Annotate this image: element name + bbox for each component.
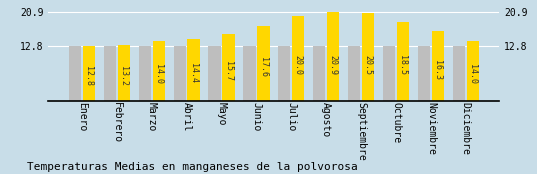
- Text: 20.0: 20.0: [294, 55, 303, 75]
- Text: 18.5: 18.5: [398, 55, 408, 75]
- Bar: [118, 45, 130, 101]
- Text: 17.6: 17.6: [259, 57, 268, 77]
- Bar: [313, 46, 325, 101]
- Bar: [139, 46, 151, 101]
- Bar: [104, 46, 116, 101]
- Bar: [467, 41, 479, 101]
- Bar: [153, 41, 165, 101]
- Text: 14.0: 14.0: [468, 64, 477, 84]
- Bar: [383, 46, 395, 101]
- Text: 14.0: 14.0: [154, 64, 163, 84]
- Text: 15.7: 15.7: [224, 61, 233, 81]
- Text: 14.4: 14.4: [189, 63, 198, 83]
- Bar: [257, 26, 270, 101]
- Bar: [222, 34, 235, 101]
- Bar: [418, 46, 430, 101]
- Bar: [292, 15, 304, 101]
- Bar: [432, 31, 444, 101]
- Bar: [453, 46, 465, 101]
- Text: Temperaturas Medias en manganeses de la polvorosa: Temperaturas Medias en manganeses de la …: [27, 162, 358, 172]
- Bar: [362, 13, 374, 101]
- Bar: [397, 22, 409, 101]
- Bar: [243, 46, 256, 101]
- Bar: [327, 12, 339, 101]
- Bar: [83, 46, 95, 101]
- Bar: [278, 46, 291, 101]
- Text: 16.3: 16.3: [433, 60, 442, 80]
- Bar: [348, 46, 360, 101]
- Text: 13.2: 13.2: [119, 66, 128, 86]
- Bar: [208, 46, 221, 101]
- Text: 20.5: 20.5: [364, 55, 373, 75]
- Bar: [173, 46, 186, 101]
- Text: 20.9: 20.9: [329, 55, 338, 75]
- Text: 12.8: 12.8: [84, 66, 93, 86]
- Bar: [187, 39, 200, 101]
- Bar: [69, 46, 81, 101]
